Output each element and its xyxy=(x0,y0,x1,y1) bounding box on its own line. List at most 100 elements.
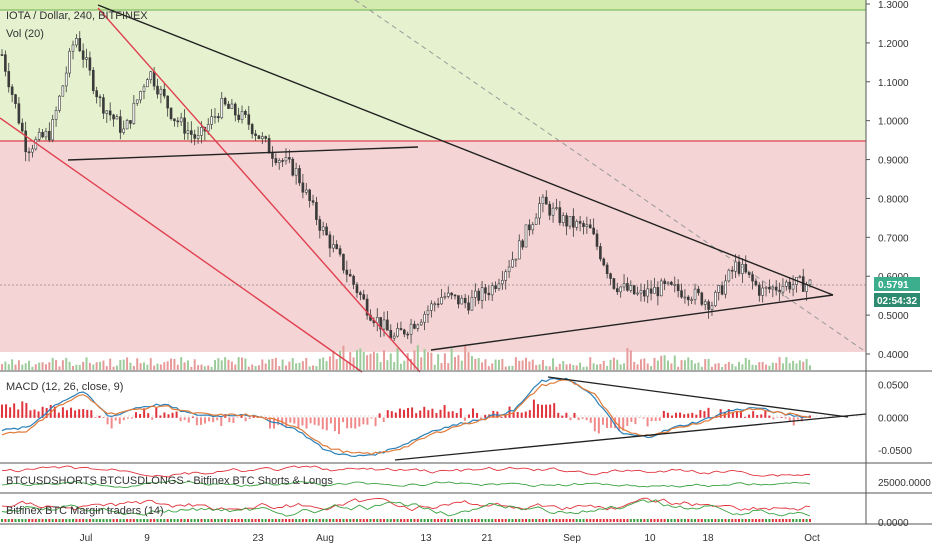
margin-dot xyxy=(210,519,213,522)
margin-dot xyxy=(139,519,142,522)
candle-body xyxy=(291,158,295,176)
macd-hist-bar xyxy=(565,412,568,418)
macd-hist-bar xyxy=(675,412,678,418)
macd-hist-bar xyxy=(634,417,637,425)
volume-bar xyxy=(430,352,433,370)
candle-body xyxy=(764,286,768,289)
margin-dot xyxy=(4,519,7,522)
margin-dot xyxy=(220,519,223,522)
volume-bars xyxy=(1,345,811,370)
margin-dot xyxy=(464,519,467,522)
volume-bar xyxy=(274,357,277,370)
candle-body xyxy=(490,285,494,296)
volume-bar xyxy=(372,351,375,370)
volume-bar xyxy=(579,362,582,370)
candle-body xyxy=(284,157,288,162)
macd-hist-bar xyxy=(167,414,170,418)
macd-hist-bar xyxy=(313,417,316,425)
macd-hist-bar xyxy=(744,416,747,418)
candle-body xyxy=(135,99,139,104)
macd-hist-bar xyxy=(512,411,515,418)
candle-body xyxy=(511,259,514,268)
candle-body xyxy=(17,103,21,124)
volume-bar xyxy=(758,362,761,370)
macd-hist-bar xyxy=(796,417,799,420)
volume-bar xyxy=(254,365,257,370)
macd-hist-bar xyxy=(605,417,608,429)
volume-bar xyxy=(714,363,717,370)
margin-dot xyxy=(406,519,409,522)
volume-bar xyxy=(717,363,720,370)
margin-dot xyxy=(362,519,365,522)
candle-body xyxy=(430,303,433,311)
margin-dot xyxy=(281,519,284,522)
price-axis[interactable]: 1.3000 1.2000 1.1000 1.0000 0.9000 0.8000 0.70… xyxy=(866,0,909,361)
macd-hist-bar xyxy=(17,409,20,418)
candle-body xyxy=(656,287,660,297)
candle-body xyxy=(565,215,568,227)
macd-hist-bar xyxy=(431,408,434,418)
time-axis[interactable]: Jul 9 23 Aug 13 21 Sep 10 18 Oct xyxy=(80,533,820,544)
margin-dot xyxy=(433,519,436,522)
margin-dot xyxy=(31,519,34,522)
candle-body xyxy=(254,133,257,136)
candle-body xyxy=(271,152,274,159)
margin-dot xyxy=(122,519,125,522)
macd-hist-bar xyxy=(601,417,604,425)
candle-body xyxy=(196,135,200,139)
margin-dot xyxy=(156,519,159,522)
macd-hist-bar xyxy=(53,406,56,418)
macd-hist-bar xyxy=(82,409,85,418)
volume-bar xyxy=(109,358,112,370)
margin-dot xyxy=(393,519,396,522)
candle-body xyxy=(95,90,98,98)
macd-hist-bar xyxy=(614,417,617,429)
volume-bar xyxy=(481,362,484,370)
candle-body xyxy=(615,288,619,293)
margin-dot xyxy=(619,519,622,522)
margin-dot xyxy=(653,519,656,522)
shorts-longs-label: BTCUSDSHORTS BTCUSDLONGS - Bitfinex BTC … xyxy=(6,475,333,487)
macd-hist-bar xyxy=(212,417,215,423)
margin-dot xyxy=(342,519,345,522)
margin-dot xyxy=(778,519,781,522)
candle-body xyxy=(257,135,261,139)
margin-dot xyxy=(170,519,173,522)
candle-body xyxy=(348,274,352,277)
macd-hist-bar xyxy=(549,404,552,418)
candle-body xyxy=(179,117,183,123)
macd-hist-bar xyxy=(252,415,255,418)
margin-dot xyxy=(224,519,227,522)
price-candles xyxy=(0,31,812,344)
candle-body xyxy=(609,273,612,279)
margin-dot xyxy=(798,519,801,522)
candle-body xyxy=(592,227,595,235)
macd-hist-bar xyxy=(683,414,686,418)
candle-body xyxy=(142,86,146,92)
margin-dot xyxy=(112,519,115,522)
candle-body xyxy=(497,283,501,289)
volume-bar xyxy=(802,361,805,370)
macd-axis[interactable]: 0.0500 0.0000 -0.0500 xyxy=(878,381,912,458)
margin-dot xyxy=(305,519,308,522)
macd-hist-bar xyxy=(159,415,162,418)
margin-dot xyxy=(575,519,578,522)
signal-line xyxy=(1,379,811,456)
volume-bar xyxy=(21,364,24,370)
margin-dot xyxy=(95,519,98,522)
volume-bar xyxy=(731,363,734,370)
margin-dot xyxy=(115,519,118,522)
margin-dot xyxy=(237,519,240,522)
margin-dot xyxy=(606,519,609,522)
price-axis-tick-label: 1.3000 xyxy=(878,0,909,11)
margin-dot xyxy=(687,519,690,522)
margin-dot xyxy=(514,519,517,522)
volume-bar xyxy=(443,353,446,370)
candle-body xyxy=(159,88,163,95)
volume-bar xyxy=(386,360,389,370)
candle-body xyxy=(288,157,291,160)
margin-dot xyxy=(494,519,497,522)
candle-body xyxy=(426,310,430,315)
volume-bar xyxy=(176,364,179,370)
margin-dot xyxy=(670,519,673,522)
